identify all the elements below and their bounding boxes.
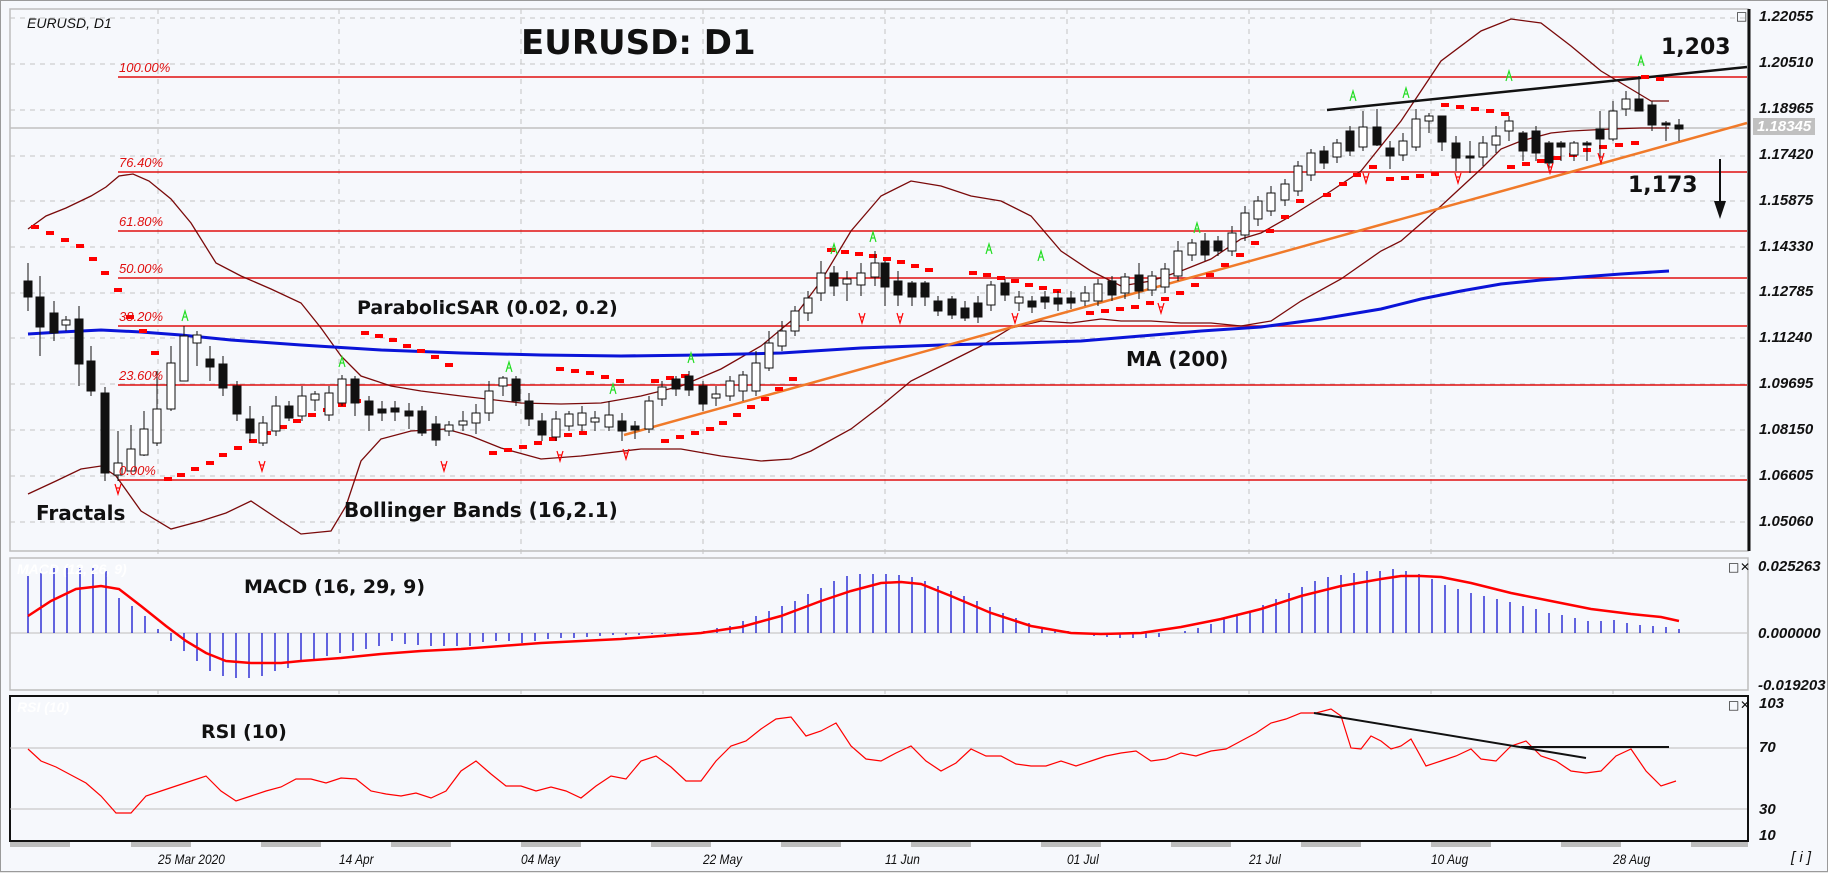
bollinger-label: Bollinger Bands (16,2.1)	[344, 498, 618, 522]
macd-internal-label: MACD (12, 26, 9)	[17, 561, 127, 577]
main-panel-maximize-button[interactable]: □	[1736, 9, 1748, 23]
price-tick: 1.15875	[1759, 192, 1814, 209]
date-tick: 25 Mar 2020	[158, 851, 225, 867]
date-tick: 11 Jun	[885, 851, 920, 867]
price-tick: 1.14330	[1759, 238, 1814, 255]
rsi-label: RSI (10)	[201, 721, 287, 743]
fib-76-label: 76.40%	[119, 155, 164, 170]
macd-label: MACD (16, 29, 9)	[244, 576, 426, 598]
date-tick: 21 Jul	[1249, 851, 1281, 867]
price-tick: 1.08150	[1759, 421, 1814, 438]
chart-title: EURUSD: D1	[521, 23, 756, 63]
date-tick: 22 May	[703, 851, 743, 867]
date-tick: 14 Apr	[339, 851, 374, 867]
price-tick: 1.06605	[1759, 467, 1814, 484]
fib-38-label: 38.20%	[119, 309, 164, 324]
rsi-tick: 70	[1759, 739, 1776, 756]
macd-close-button[interactable]: ✕	[1740, 560, 1751, 574]
rsi-close-button[interactable]: ✕	[1740, 698, 1751, 712]
date-tick: 10 Aug	[1431, 851, 1469, 867]
fib-0-label: 0.00%	[119, 463, 156, 478]
rsi-maximize-button[interactable]: □	[1728, 698, 1740, 712]
price-tick: 1.12785	[1759, 283, 1814, 300]
current-price-tag: 1.18345	[1753, 118, 1816, 135]
fractals-label: Fractals	[36, 501, 126, 525]
price-tick: 1.11240	[1759, 329, 1813, 346]
parabolic-sar-label: ParabolicSAR (0.02, 0.2)	[357, 297, 618, 319]
rsi-tick: 10	[1759, 827, 1776, 844]
macd-maximize-button[interactable]: □	[1728, 560, 1740, 574]
fib-100-label: 100.00%	[119, 60, 171, 75]
rsi-internal-label: RSI (10)	[17, 699, 70, 715]
info-button[interactable]: [ i ]	[1791, 849, 1812, 866]
price-tick: 1.20510	[1759, 54, 1814, 71]
fib-50-label: 50.00%	[119, 261, 164, 276]
price-tick: 1.05060	[1759, 513, 1814, 530]
price-tick: 1.18965	[1759, 100, 1814, 117]
macd-tick: -0.019203	[1758, 677, 1826, 694]
price-tick: 1.17420	[1759, 146, 1814, 163]
macd-tick: 0.025263	[1758, 558, 1821, 575]
fib-23-label: 23.60%	[119, 368, 164, 383]
ma200-label: MA (200)	[1126, 347, 1229, 371]
price-tick: 1.22055	[1759, 8, 1814, 25]
price-tick: 1.09695	[1759, 375, 1814, 392]
date-tick: 01 Jul	[1067, 851, 1099, 867]
rsi-tick: 30	[1759, 801, 1776, 818]
support-annotation: 1,173	[1628, 173, 1698, 198]
rsi-tick: 103	[1759, 695, 1785, 712]
macd-tick: 0.000000	[1758, 625, 1821, 642]
date-tick: 04 May	[521, 851, 561, 867]
date-tick: 28 Aug	[1613, 851, 1651, 867]
symbol-label: EURUSD, D1	[27, 15, 112, 31]
fib-61-label: 61.80%	[119, 214, 164, 229]
resistance-annotation: 1,203	[1661, 35, 1731, 60]
